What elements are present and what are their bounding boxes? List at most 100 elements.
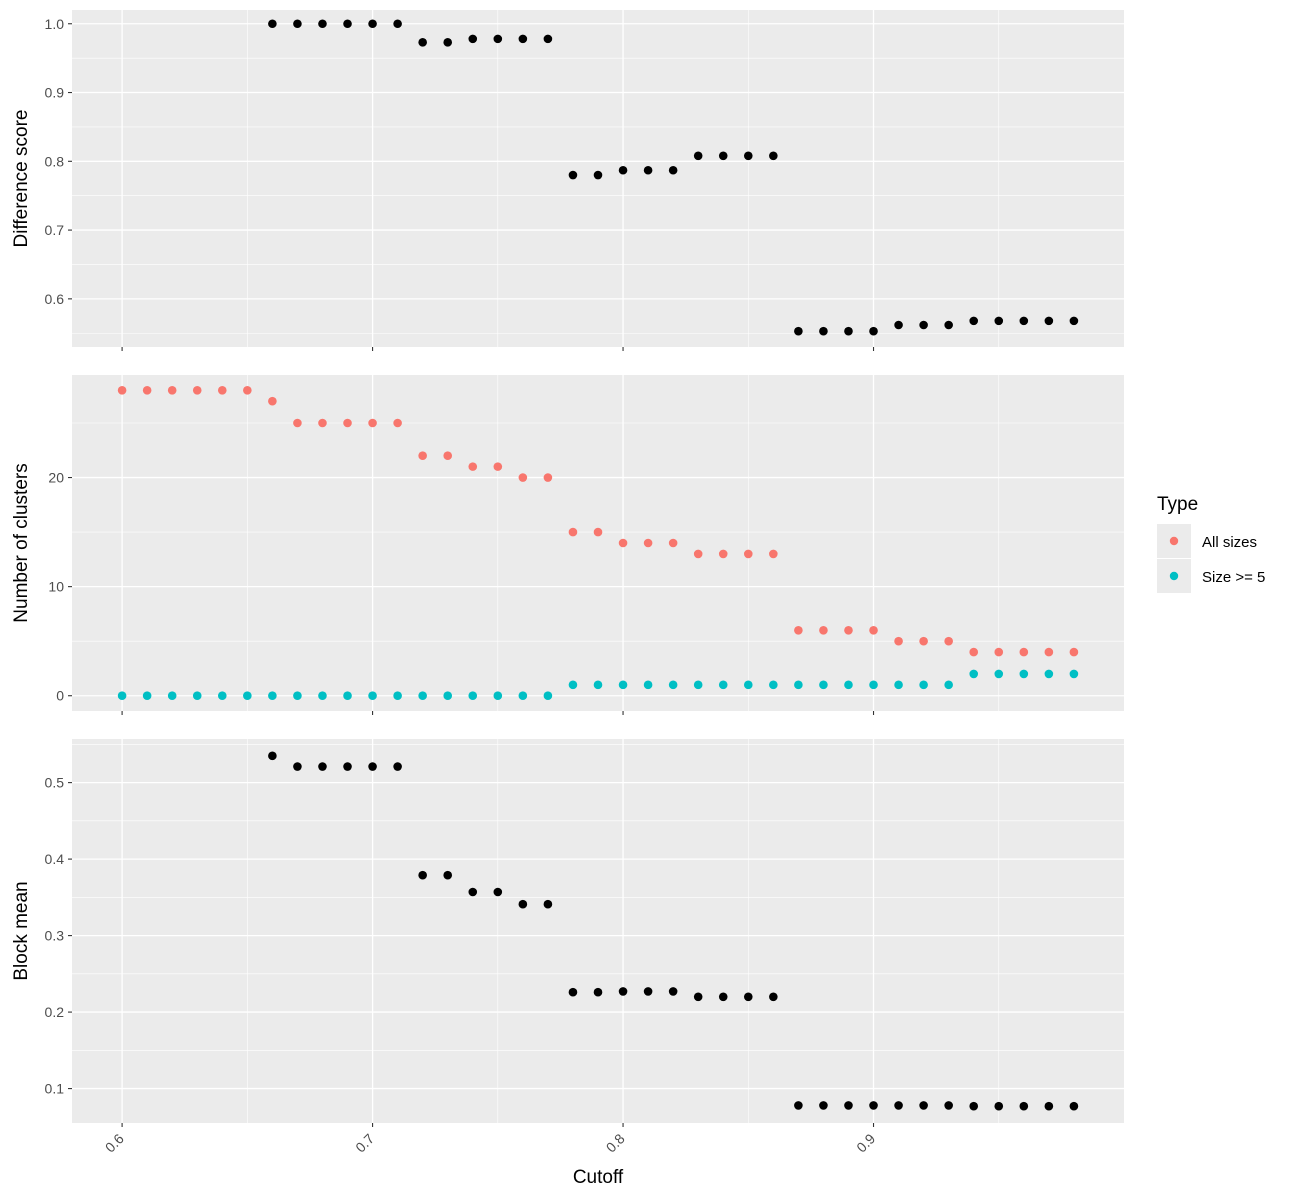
data-point xyxy=(894,636,903,646)
data-point xyxy=(418,691,427,701)
legend-dot-size-ge-5 xyxy=(1169,571,1179,581)
data-point xyxy=(743,549,753,559)
x-tick-label: 0.6 xyxy=(102,1130,127,1155)
data-point xyxy=(1019,647,1029,657)
data-point xyxy=(969,1101,979,1111)
data-point xyxy=(668,680,678,690)
y-tick-label: 10 xyxy=(48,579,64,595)
data-point xyxy=(994,1101,1004,1111)
data-point xyxy=(919,680,928,690)
data-point xyxy=(794,680,803,690)
y-axis-title: Number of clusters xyxy=(11,463,32,622)
data-point xyxy=(443,38,453,47)
data-point xyxy=(167,385,177,395)
legend-dot-all-sizes xyxy=(1169,536,1179,546)
data-point xyxy=(468,887,478,897)
data-point xyxy=(493,34,503,44)
data-point xyxy=(1044,647,1054,657)
data-point xyxy=(844,625,853,635)
panels-layer: 0.6 0.7 0.8 0.9 1.0 Difference score 0 10 20 Numb… xyxy=(11,10,1124,1156)
x-tick-label: 0.9 xyxy=(853,1130,878,1155)
data-point xyxy=(668,987,678,996)
data-point xyxy=(944,680,953,690)
data-point xyxy=(167,691,177,701)
data-point xyxy=(894,680,903,690)
data-point xyxy=(869,625,878,635)
data-point xyxy=(769,151,778,161)
y-tick-label: 20 xyxy=(48,470,64,486)
data-point xyxy=(944,320,953,330)
data-point xyxy=(819,326,828,336)
data-point xyxy=(493,887,503,897)
data-point xyxy=(769,549,778,559)
y-axis-title: Block mean xyxy=(11,881,32,980)
data-point xyxy=(393,418,402,428)
data-point xyxy=(217,691,227,701)
data-point xyxy=(543,34,553,44)
panel-background xyxy=(72,739,1124,1123)
data-point xyxy=(718,549,728,559)
y-tick-label: 1.0 xyxy=(45,16,65,32)
x-tick-label: 0.7 xyxy=(352,1130,377,1155)
data-point xyxy=(693,992,703,1002)
data-point xyxy=(1019,669,1029,679)
data-point xyxy=(869,680,878,690)
data-point xyxy=(318,691,327,701)
data-point xyxy=(969,647,979,657)
data-point xyxy=(869,1101,878,1110)
data-point xyxy=(468,34,478,44)
x-tick-label: 0.8 xyxy=(603,1130,628,1155)
data-point xyxy=(142,691,152,701)
data-point xyxy=(969,669,979,679)
data-point xyxy=(643,680,653,690)
data-point xyxy=(994,647,1004,657)
data-point xyxy=(593,680,603,690)
panel-background xyxy=(72,375,1124,711)
y-tick-label: 0.5 xyxy=(45,775,65,791)
series-1-1 xyxy=(268,19,1079,336)
data-point xyxy=(318,19,327,29)
data-point xyxy=(443,691,453,701)
data-point xyxy=(693,549,703,559)
data-point xyxy=(743,151,753,161)
data-point xyxy=(844,680,853,690)
data-point xyxy=(268,691,277,701)
data-point xyxy=(318,762,327,771)
data-point xyxy=(618,680,628,690)
data-point xyxy=(518,34,528,44)
data-point xyxy=(618,987,628,996)
data-point xyxy=(468,691,478,701)
data-point xyxy=(919,320,928,330)
data-point xyxy=(794,625,803,635)
data-point xyxy=(643,987,653,996)
data-point xyxy=(718,992,728,1002)
data-point xyxy=(969,316,979,326)
x-axis-title: Cutoff xyxy=(573,1167,624,1188)
data-point xyxy=(418,870,427,880)
data-point xyxy=(1019,316,1029,326)
panel-2: 0 10 20 Number of clusters xyxy=(11,375,1124,715)
data-point xyxy=(192,385,202,395)
data-point xyxy=(217,385,227,395)
data-point xyxy=(343,691,352,701)
y-tick-label: 0.9 xyxy=(45,85,65,101)
panel-3: 0.1 0.2 0.3 0.4 0.5 Block mean xyxy=(11,739,1124,1127)
series-2-1 xyxy=(117,385,1079,657)
data-point xyxy=(1044,669,1054,679)
data-point xyxy=(418,451,427,461)
data-point xyxy=(718,680,728,690)
data-point xyxy=(919,1101,928,1110)
data-point xyxy=(693,680,703,690)
data-point xyxy=(919,636,928,646)
data-point xyxy=(593,527,603,537)
data-point xyxy=(418,38,427,47)
data-point xyxy=(243,385,252,395)
data-point xyxy=(443,870,453,880)
y-tick-label: 0.3 xyxy=(45,928,65,944)
panel-1: 0.6 0.7 0.8 0.9 1.0 Difference score xyxy=(11,10,1124,351)
data-point xyxy=(293,762,302,771)
data-point xyxy=(268,19,277,29)
legend-label-size-ge-5: Size >= 5 xyxy=(1202,569,1265,586)
data-point xyxy=(343,762,352,771)
data-point xyxy=(894,1101,903,1110)
